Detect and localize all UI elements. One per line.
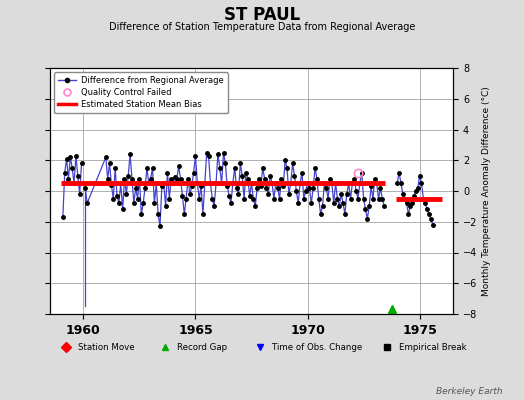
Text: ST PAUL: ST PAUL [224,6,300,24]
Text: Difference of Station Temperature Data from Regional Average: Difference of Station Temperature Data f… [109,22,415,32]
Text: Empirical Break: Empirical Break [399,342,466,352]
Text: Station Move: Station Move [78,342,135,352]
Legend: Difference from Regional Average, Quality Control Failed, Estimated Station Mean: Difference from Regional Average, Qualit… [54,72,227,113]
Text: Time of Obs. Change: Time of Obs. Change [271,342,362,352]
Text: Berkeley Earth: Berkeley Earth [436,387,503,396]
Y-axis label: Monthly Temperature Anomaly Difference (°C): Monthly Temperature Anomaly Difference (… [482,86,490,296]
Text: Record Gap: Record Gap [177,342,227,352]
